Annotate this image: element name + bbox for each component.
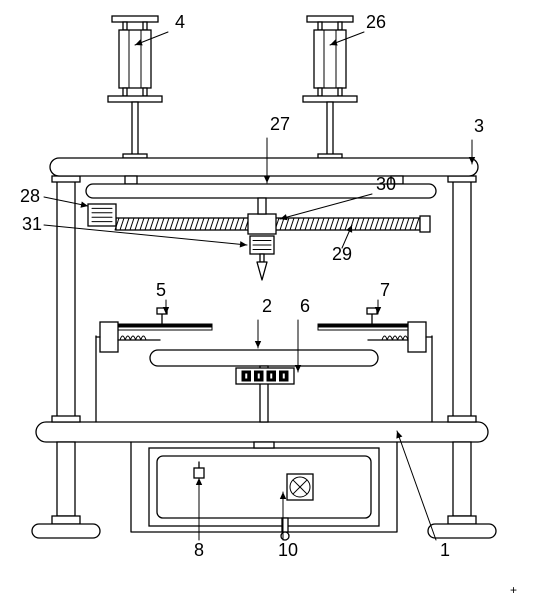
label-26: 26 (366, 12, 386, 32)
label-2: 2 (262, 296, 272, 316)
label-31: 31 (22, 214, 42, 234)
label-27: 27 (270, 114, 290, 134)
label-29: 29 (332, 244, 352, 264)
label-30: 30 (376, 174, 396, 194)
label-8: 8 (194, 540, 204, 560)
label-1: 1 (440, 540, 450, 560)
note-mark: + (510, 583, 517, 597)
label-4: 4 (175, 12, 185, 32)
label-7: 7 (380, 280, 390, 300)
label-5: 5 (156, 280, 166, 300)
label-3: 3 (474, 116, 484, 136)
label-6: 6 (300, 296, 310, 316)
label-10: 10 (278, 540, 298, 560)
diagram-root (32, 16, 496, 540)
label-28: 28 (20, 186, 40, 206)
